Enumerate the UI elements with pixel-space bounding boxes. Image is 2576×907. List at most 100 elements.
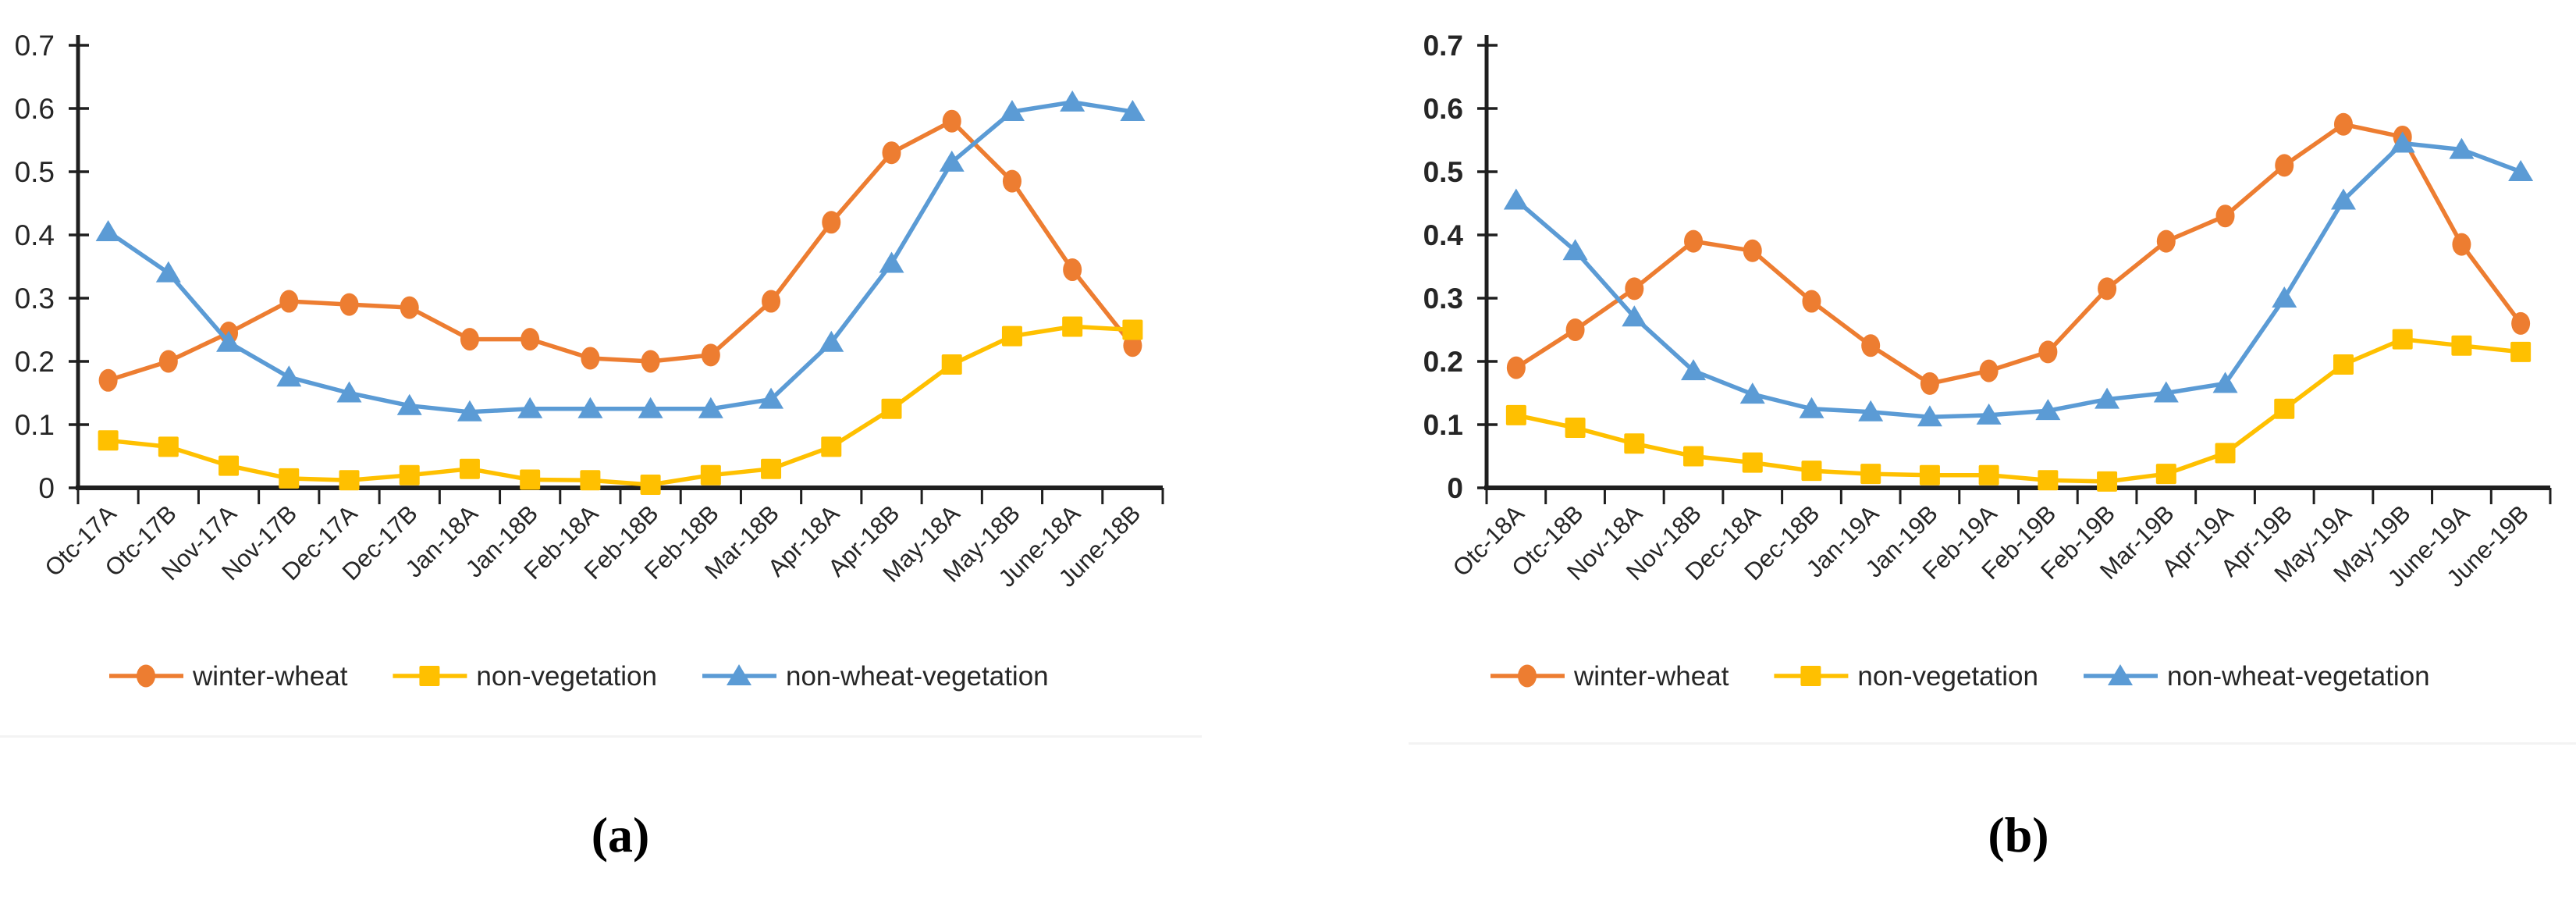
y-tick-label: 0.1: [1423, 409, 1463, 441]
y-tick-label: 0: [38, 472, 55, 504]
data-point-marker: [759, 387, 784, 409]
data-point-marker: [1120, 100, 1146, 122]
data-point-marker: [216, 330, 242, 352]
data-point-marker: [881, 398, 902, 419]
data-point-marker: [2392, 329, 2413, 350]
data-point-marker: [1062, 316, 1083, 337]
y-tick-label: 0.2: [1423, 346, 1463, 378]
data-point-marker: [761, 458, 782, 479]
data-point-marker: [1801, 461, 1822, 482]
data-point-marker: [2272, 286, 2297, 308]
legend-label: winter-wheat: [1573, 661, 1729, 692]
data-point-marker: [2333, 112, 2353, 136]
data-point-marker: [517, 397, 543, 418]
data-point-marker: [1060, 90, 1085, 112]
data-point-marker: [1917, 405, 1942, 427]
data-point-marker: [1001, 325, 1022, 347]
data-point-marker: [1503, 188, 1529, 210]
data-point-marker: [2508, 160, 2534, 181]
y-tick-label: 0.5: [1423, 156, 1463, 188]
data-point-marker: [2095, 387, 2120, 409]
data-point-marker: [98, 430, 119, 451]
data-point-marker: [1858, 400, 1884, 421]
data-point-marker: [155, 261, 181, 283]
data-point-marker: [460, 328, 479, 351]
data-point-marker: [2038, 340, 2058, 364]
series-non-wheat-vegetation: [95, 90, 1146, 421]
legend-label: non-vegetation: [476, 661, 657, 692]
data-point-marker: [1683, 446, 1704, 467]
data-point-marker: [698, 397, 723, 418]
y-tick-label: 0.7: [15, 30, 55, 62]
data-point-marker: [1742, 452, 1763, 473]
y-tick-label: 0.6: [15, 93, 55, 125]
legend-square-icon: [419, 666, 440, 686]
legend-item: non-vegetation: [1774, 661, 2038, 692]
data-point-marker: [2274, 398, 2295, 419]
data-point-marker: [939, 150, 965, 172]
data-point-marker: [762, 290, 781, 313]
series-non-vegetation: [1505, 329, 2532, 492]
series-line: [105, 100, 1135, 414]
data-point-marker: [459, 458, 480, 479]
data-point-marker: [2098, 277, 2117, 301]
data-point-marker: [2035, 399, 2061, 421]
legend-label: non-wheat-vegetation: [786, 661, 1049, 692]
data-point-marker: [882, 141, 901, 165]
data-point-marker: [1565, 318, 1585, 341]
data-point-marker: [641, 350, 660, 373]
legend-triangle-icon: [2108, 664, 2133, 685]
data-point-marker: [1860, 464, 1881, 485]
data-point-marker: [1622, 305, 1647, 327]
y-tick-label: 0.3: [15, 283, 55, 315]
data-point-marker: [1681, 359, 1707, 381]
data-point-marker: [2449, 137, 2475, 159]
data-point-marker: [158, 436, 179, 457]
legend-triangle-icon: [727, 664, 751, 685]
data-point-marker: [521, 328, 540, 351]
data-point-marker: [2038, 470, 2059, 491]
data-point-marker: [2275, 154, 2294, 177]
data-point-marker: [1919, 464, 1940, 486]
data-point-marker: [638, 397, 663, 418]
caption-b: (b): [1988, 807, 2049, 863]
data-point-marker: [1562, 239, 1588, 261]
data-point-marker: [95, 219, 121, 241]
y-tick-label: 0.7: [1423, 30, 1463, 62]
data-point-marker: [457, 400, 482, 421]
chart-b: 0.70.60.50.40.30.20.10Otc-18AOtc-18BNov-…: [1423, 30, 2552, 692]
data-point-marker: [400, 296, 419, 319]
data-point-marker: [1002, 169, 1022, 193]
data-point-marker: [1624, 433, 1645, 454]
data-point-marker: [2451, 335, 2472, 356]
divider-line-right: [1409, 742, 2576, 745]
data-point-marker: [2212, 372, 2238, 393]
data-point-marker: [2153, 381, 2179, 403]
legend-item: non-vegetation: [393, 661, 657, 692]
data-point-marker: [822, 211, 841, 234]
data-point-marker: [1063, 258, 1082, 282]
legend-item: non-wheat-vegetation: [702, 661, 1049, 692]
data-point-marker: [701, 343, 720, 367]
data-point-marker: [279, 468, 300, 489]
data-point-marker: [942, 109, 961, 133]
data-point-marker: [577, 397, 603, 418]
data-point-marker: [1122, 319, 1143, 340]
series-line: [1514, 122, 2523, 386]
data-point-marker: [2511, 311, 2531, 335]
series-line: [1514, 140, 2523, 420]
y-tick-label: 0.3: [1423, 283, 1463, 315]
data-point-marker: [219, 455, 240, 476]
legend-circle-icon: [1518, 664, 1537, 688]
data-point-marker: [2330, 188, 2356, 210]
data-point-marker: [1978, 464, 1999, 486]
data-point-marker: [2156, 229, 2176, 253]
data-point-marker: [999, 100, 1025, 122]
data-point-marker: [1625, 277, 1644, 301]
data-point-marker: [98, 368, 118, 392]
data-point-marker: [1979, 359, 1999, 382]
data-point-marker: [700, 464, 721, 486]
data-point-marker: [580, 470, 601, 491]
